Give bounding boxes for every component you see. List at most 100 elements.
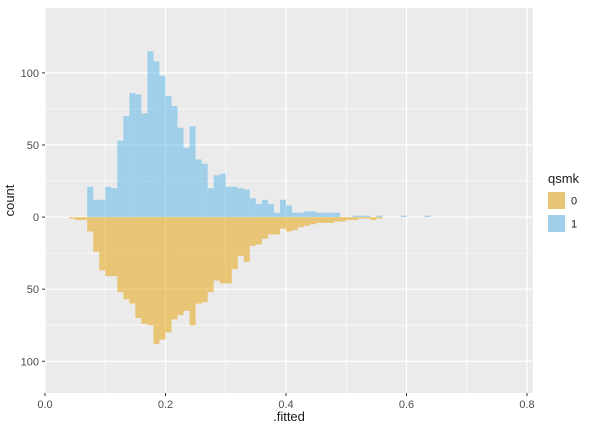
bar-series-0 <box>147 217 154 326</box>
x-tick-label: 0.8 <box>519 399 534 411</box>
bar-series-1 <box>171 106 178 218</box>
y-tick-label: 0 <box>33 212 39 224</box>
bar-series-1 <box>183 147 190 218</box>
bar-series-0 <box>249 217 256 246</box>
bar-series-1 <box>141 113 148 218</box>
bar-series-1 <box>111 188 118 218</box>
bar-series-0 <box>322 217 329 223</box>
bar-series-1 <box>273 212 280 218</box>
bar-series-0 <box>328 217 335 223</box>
bar-series-1 <box>243 189 250 218</box>
bar-series-1 <box>165 95 172 218</box>
bar-series-1 <box>328 212 335 218</box>
bar-series-0 <box>87 217 94 232</box>
bar-series-0 <box>298 217 305 228</box>
y-tick-label: 50 <box>27 284 39 296</box>
bar-series-0 <box>292 217 299 231</box>
bar-series-0 <box>376 217 383 219</box>
bar-series-0 <box>334 217 341 222</box>
bar-series-0 <box>255 217 262 245</box>
legend-label-1: 1 <box>571 219 577 231</box>
bar-series-0 <box>279 217 286 229</box>
bar-series-0 <box>225 217 232 284</box>
y-axis-title: count <box>2 184 17 216</box>
bar-series-1 <box>207 188 214 218</box>
legend-label-0: 0 <box>571 196 577 208</box>
y-tick-label: 50 <box>27 140 39 152</box>
bar-series-1 <box>304 211 311 218</box>
bar-series-1 <box>285 205 293 218</box>
bar-series-0 <box>159 217 166 340</box>
bar-series-0 <box>231 217 238 269</box>
bar-series-1 <box>93 199 100 218</box>
bar-series-0 <box>195 217 202 304</box>
bar-series-0 <box>153 217 160 344</box>
bar-series-0 <box>273 217 280 235</box>
bar-series-1 <box>279 199 286 218</box>
bar-series-1 <box>334 212 341 218</box>
bar-series-0 <box>165 217 172 333</box>
bar-series-0 <box>310 217 317 225</box>
bar-series-1 <box>225 186 232 218</box>
bar-series-1 <box>352 215 359 218</box>
bar-series-0 <box>207 217 214 293</box>
bar-series-1 <box>153 61 160 218</box>
bar-series-1 <box>267 204 274 218</box>
series-0-bars <box>69 217 383 344</box>
bar-series-1 <box>255 204 262 218</box>
bar-series-0 <box>75 217 82 220</box>
bar-series-1 <box>135 94 142 218</box>
bar-series-1 <box>129 93 136 218</box>
bar-series-0 <box>219 217 226 284</box>
bar-series-0 <box>105 217 112 277</box>
bar-series-0 <box>213 217 220 281</box>
bar-series-1 <box>292 212 299 218</box>
series-1-bars <box>87 51 431 218</box>
bar-series-1 <box>298 212 305 218</box>
bar-series-0 <box>171 217 178 320</box>
x-tick-label: 0.4 <box>278 399 293 411</box>
bar-series-1 <box>364 215 371 218</box>
bar-series-1 <box>424 215 431 218</box>
bar-series-0 <box>123 217 130 300</box>
bar-series-1 <box>400 215 407 218</box>
bar-series-1 <box>195 159 202 218</box>
bar-series-0 <box>93 217 100 252</box>
legend: qsmk 0 1 <box>548 171 580 232</box>
bar-series-0 <box>189 217 196 326</box>
bar-series-1 <box>358 215 365 218</box>
bar-series-0 <box>285 217 293 232</box>
x-tick-label: 0.0 <box>37 399 52 411</box>
bar-series-1 <box>213 175 220 218</box>
bar-series-0 <box>243 217 250 262</box>
legend-title: qsmk <box>548 171 580 186</box>
y-tick-label: 100 <box>21 68 39 80</box>
bar-series-1 <box>147 51 154 218</box>
bar-series-1 <box>231 186 238 218</box>
bar-series-1 <box>316 212 323 218</box>
y-tick-labels: 100 50 0 50 100 <box>21 68 45 368</box>
bar-series-0 <box>201 217 208 303</box>
legend-key-0 <box>548 192 565 209</box>
bar-series-1 <box>201 163 208 218</box>
bar-series-0 <box>117 217 124 293</box>
bar-series-0 <box>111 217 118 277</box>
bar-series-0 <box>177 217 184 316</box>
bar-series-1 <box>177 127 184 218</box>
bar-series-1 <box>310 211 317 218</box>
bar-series-1 <box>99 199 106 218</box>
y-tick-label: 100 <box>21 356 39 368</box>
bar-series-1 <box>123 116 130 218</box>
bar-series-0 <box>346 217 353 220</box>
bar-series-1 <box>219 173 226 218</box>
bar-series-0 <box>183 217 190 311</box>
bar-series-0 <box>129 217 136 304</box>
bar-series-0 <box>304 217 311 226</box>
bar-series-1 <box>249 198 256 218</box>
bar-series-0 <box>99 217 106 271</box>
bar-series-0 <box>69 217 76 219</box>
x-tick-labels: 0.0 0.2 0.4 0.6 0.8 <box>37 393 535 411</box>
bar-series-0 <box>135 217 142 319</box>
bar-series-1 <box>376 215 383 218</box>
